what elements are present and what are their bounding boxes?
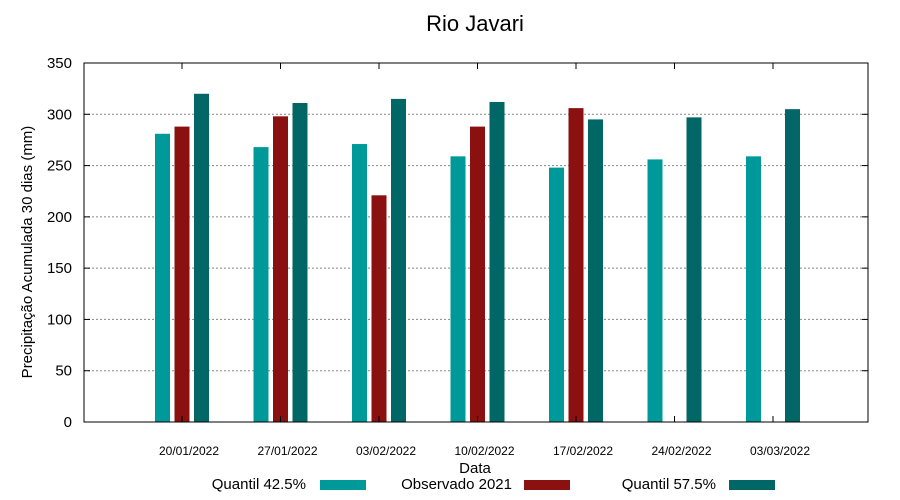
bar-1-10-02-2022: [450, 156, 466, 422]
bar-2-10-02-2022: [470, 126, 485, 422]
bar-3-27-01-2022: [292, 103, 308, 422]
bar-2-27-01-2022: [273, 116, 288, 422]
bar-1-27-01-2022: [253, 147, 269, 422]
bar-3-20-01-2022: [194, 93, 209, 423]
x-tick-label: 24/02/2022: [651, 444, 711, 458]
chart-title: Rio Javari: [426, 11, 524, 36]
y-axis-ticks: 0 50 100 150 200 250 300 350: [47, 55, 868, 431]
x-tick-label: 10/02/2022: [454, 444, 514, 458]
legend-swatch-2: [524, 480, 570, 490]
legend-label-3: Quantil 57.5%: [622, 476, 716, 493]
bar-3-24-02-2022: [686, 117, 702, 422]
y-tick-label: 300: [47, 106, 72, 123]
legend-label-2: Observado 2021: [401, 476, 512, 493]
x-tick-label: 27/01/2022: [257, 444, 317, 458]
bar-1-03-02-2022: [352, 144, 367, 422]
bar-3-03-02-2022: [391, 98, 406, 423]
x-tick-label: 17/02/2022: [553, 444, 613, 458]
bar-2-03-02-2022: [371, 195, 387, 422]
y-tick-label: 200: [47, 209, 72, 226]
y-axis-label: Precipitação Acumulada 30 dias (mm): [19, 126, 36, 379]
legend-swatch-3: [729, 480, 775, 490]
x-axis-label: Data: [459, 460, 491, 477]
bar-1-24-02-2022: [647, 159, 663, 422]
bar-2-17-02-2022: [568, 108, 584, 422]
bar-3-17-02-2022: [588, 119, 603, 423]
legend-label-1: Quantil 42.5%: [212, 476, 306, 493]
y-tick-label: 50: [55, 363, 72, 380]
x-tick-label: 03/02/2022: [356, 444, 416, 458]
y-tick-label: 250: [47, 158, 72, 175]
bar-2-20-01-2022: [174, 126, 190, 422]
bar-1-03-03-2022: [746, 156, 761, 422]
y-tick-label: 100: [47, 311, 72, 328]
y-tick-label: 0: [64, 414, 72, 431]
plot-frame: [83, 62, 869, 423]
y-tick-label: 350: [47, 55, 72, 72]
x-tick-label: 20/01/2022: [159, 444, 219, 458]
x-tick-label: 03/03/2022: [750, 444, 810, 458]
bar-3-03-03-2022: [785, 109, 800, 423]
y-tick-label: 150: [47, 260, 72, 277]
bar-1-20-01-2022: [155, 133, 170, 422]
bar-1-17-02-2022: [549, 167, 564, 422]
bar-3-10-02-2022: [489, 101, 505, 422]
bars: [155, 93, 800, 423]
x-axis-ticks: 20/01/2022 27/01/2022 03/02/2022 10/02/2022…: [159, 63, 810, 458]
legend-swatch-1: [320, 480, 366, 490]
legend: Quantil 42.5% Observado 2021 Quantil 57.5%: [212, 476, 775, 493]
